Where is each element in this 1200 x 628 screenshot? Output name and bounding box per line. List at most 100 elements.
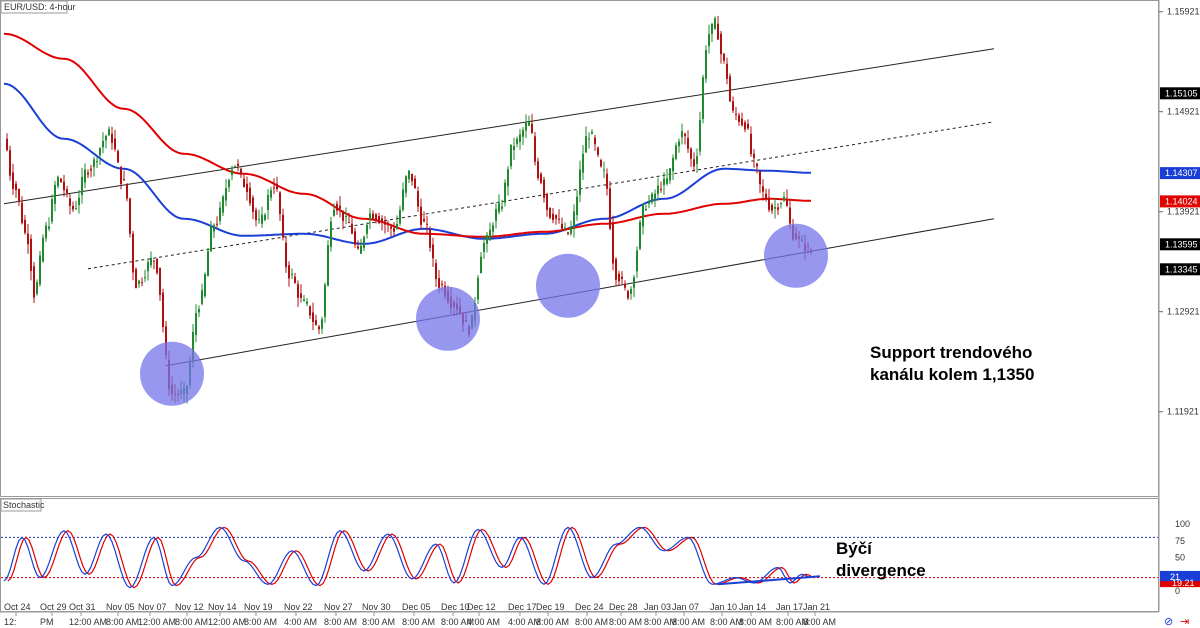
divergence-annotation-line2: divergence bbox=[836, 561, 926, 580]
candle-body bbox=[270, 190, 272, 198]
price-label-box bbox=[1160, 87, 1200, 100]
indicator-title-box bbox=[0, 498, 42, 512]
candle-body bbox=[141, 282, 143, 284]
candle-body bbox=[426, 223, 428, 225]
divergence-line bbox=[717, 575, 821, 586]
candle-body bbox=[159, 267, 161, 295]
candle-body bbox=[207, 251, 209, 277]
candle-body bbox=[780, 203, 782, 205]
candle-body bbox=[57, 176, 59, 187]
x-date-label: Jan 10 bbox=[710, 602, 737, 612]
candle-body bbox=[267, 194, 269, 210]
candle-body bbox=[591, 131, 593, 134]
candle-body bbox=[504, 182, 506, 203]
candle-body bbox=[222, 196, 224, 213]
x-date-label: Nov 19 bbox=[244, 602, 273, 612]
x-date-label: Jan 21 bbox=[803, 602, 830, 612]
candle-body bbox=[213, 225, 215, 232]
candle-body bbox=[339, 205, 341, 209]
candle-body bbox=[336, 203, 338, 211]
candle-body bbox=[75, 208, 77, 210]
candle-body bbox=[681, 131, 683, 138]
candle-body bbox=[210, 225, 212, 252]
candle-body bbox=[420, 206, 422, 225]
x-time-label: 8:00 AM bbox=[575, 617, 608, 627]
candle-body bbox=[729, 76, 731, 102]
x-date-label: Nov 30 bbox=[362, 602, 391, 612]
candle-body bbox=[438, 278, 440, 288]
candle-body bbox=[636, 250, 638, 272]
candle-body bbox=[375, 214, 377, 221]
link-icon[interactable]: ⊘ bbox=[1164, 616, 1173, 628]
candle-body bbox=[366, 224, 368, 234]
x-time-label: 8:00 AM bbox=[609, 617, 642, 627]
candle-body bbox=[528, 121, 530, 126]
candle-body bbox=[240, 168, 242, 174]
candle-body bbox=[63, 181, 65, 191]
price-label-text: 1.14024 bbox=[1165, 196, 1198, 206]
x-date-label: Oct 29 bbox=[40, 602, 67, 612]
stoch-value-label: 21 bbox=[1170, 572, 1180, 582]
x-time-label: 8:00 AM bbox=[324, 617, 357, 627]
candle-body bbox=[225, 188, 227, 201]
candle-body bbox=[321, 319, 323, 329]
candle-body bbox=[360, 245, 362, 254]
candle-body bbox=[441, 283, 443, 285]
candle-body bbox=[147, 262, 149, 272]
price-label-text: 1.15105 bbox=[1165, 88, 1198, 98]
candle-body bbox=[246, 183, 248, 193]
candle-body bbox=[597, 147, 599, 155]
x-time-label: 8:00 AM bbox=[776, 617, 809, 627]
candle-body bbox=[66, 189, 68, 193]
candle-body bbox=[24, 219, 26, 233]
candle-body bbox=[774, 207, 776, 209]
candle-body bbox=[72, 205, 74, 210]
candle-body bbox=[387, 224, 389, 226]
candle-body bbox=[657, 185, 659, 194]
price-tick-label: 1.14921 bbox=[1167, 107, 1200, 117]
stoch-tick-label: 0 bbox=[1175, 586, 1180, 596]
candle-body bbox=[105, 135, 107, 141]
candle-body bbox=[390, 226, 392, 229]
candle-body bbox=[297, 284, 299, 298]
candle-body bbox=[165, 326, 167, 356]
candle-body bbox=[6, 138, 8, 151]
candle-body bbox=[408, 170, 410, 180]
x-time-label: 12:00 AM bbox=[138, 617, 176, 627]
candle-body bbox=[429, 229, 431, 248]
candle-body bbox=[489, 229, 491, 241]
candle-body bbox=[732, 101, 734, 111]
candle-body bbox=[588, 138, 590, 140]
arrow-right-icon[interactable]: ⇥ bbox=[1180, 616, 1189, 628]
candle-body bbox=[789, 207, 791, 224]
price-label-box bbox=[1160, 238, 1200, 251]
candle-body bbox=[777, 207, 779, 210]
candle-body bbox=[477, 277, 479, 300]
candle-body bbox=[555, 215, 557, 219]
candle-body bbox=[480, 256, 482, 274]
candle-body bbox=[150, 257, 152, 266]
candle-body bbox=[363, 236, 365, 248]
candle-body bbox=[27, 233, 29, 245]
candle-body bbox=[108, 129, 110, 136]
x-date-label: Dec 28 bbox=[609, 602, 638, 612]
candle-body bbox=[114, 138, 116, 150]
candle-body bbox=[237, 163, 239, 166]
candle-body bbox=[303, 299, 305, 301]
candle-body bbox=[708, 34, 710, 47]
x-date-label: Dec 12 bbox=[467, 602, 496, 612]
highlight-circle bbox=[764, 223, 828, 288]
candle-body bbox=[546, 193, 548, 210]
candle-body bbox=[711, 23, 713, 34]
highlight-circle bbox=[416, 286, 480, 351]
candle-body bbox=[759, 171, 761, 185]
candle-body bbox=[762, 186, 764, 192]
candle-body bbox=[549, 207, 551, 218]
candle-body bbox=[276, 183, 278, 189]
candle-body bbox=[687, 138, 689, 149]
candle-body bbox=[678, 141, 680, 147]
x-date-label: Dec 17 bbox=[508, 602, 537, 612]
candle-body bbox=[606, 173, 608, 189]
candle-body bbox=[81, 176, 83, 195]
x-time-label: 8:00 AM bbox=[710, 617, 743, 627]
